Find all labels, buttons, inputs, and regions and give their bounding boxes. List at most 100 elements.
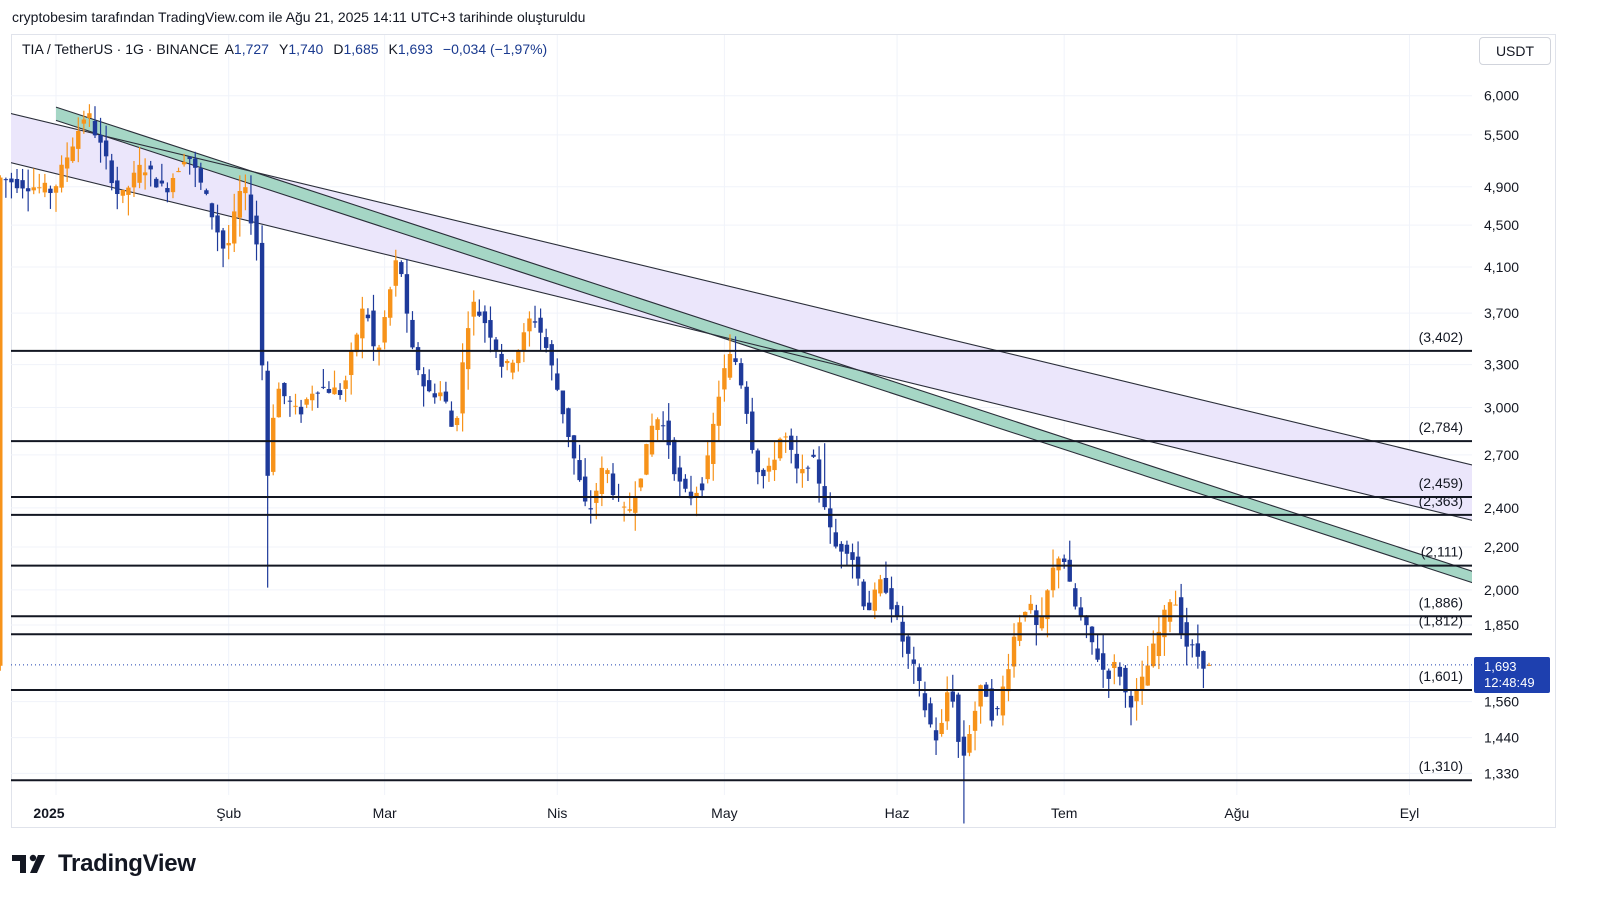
- candle-up: [382, 317, 387, 343]
- candle-up: [388, 289, 393, 318]
- candle-up: [232, 211, 237, 244]
- candle-up: [81, 119, 87, 124]
- candle-up: [271, 417, 276, 472]
- candle-up: [31, 187, 36, 191]
- tradingview-logo[interactable]: TradingView: [12, 850, 196, 878]
- candle-down: [421, 374, 426, 387]
- y-tick-label: 4,100: [1484, 259, 1519, 275]
- candle-up: [137, 164, 142, 183]
- candle-down: [828, 508, 833, 528]
- candle-down: [1128, 695, 1134, 708]
- candle-down: [20, 180, 25, 189]
- y-axis: 6,000 5,500 4,900 4,500 4,100 3,700 3,300 3,000…: [1484, 88, 1519, 782]
- y-tick-label: 3,700: [1484, 305, 1519, 321]
- candle-up: [605, 470, 610, 474]
- candle-down: [204, 190, 209, 194]
- candle-down: [1095, 648, 1100, 660]
- candle-down: [588, 508, 593, 510]
- candle-up: [343, 380, 348, 389]
- candle-down: [1195, 643, 1201, 657]
- candle-up: [783, 436, 788, 438]
- candle-down: [750, 411, 755, 450]
- currency-button[interactable]: USDT: [1479, 37, 1551, 65]
- candle-down: [805, 467, 811, 469]
- candle-down: [906, 636, 911, 654]
- level-label: (2,459): [1419, 475, 1463, 491]
- x-tick-label: Şub: [216, 805, 241, 821]
- candle-up: [1156, 631, 1162, 657]
- candle-up: [53, 186, 59, 193]
- last-price: 1,693: [1484, 659, 1517, 674]
- candle-up: [521, 332, 527, 352]
- candle-up: [226, 242, 231, 246]
- symbol-label[interactable]: TIA / TetherUS · 1G · BINANCE: [22, 41, 219, 57]
- candle-down: [933, 730, 939, 741]
- candle-down: [287, 400, 293, 402]
- candle-up: [1162, 609, 1167, 638]
- candle-up: [777, 438, 783, 459]
- candle-up: [349, 350, 354, 376]
- y-tick-label: 2,000: [1484, 582, 1519, 598]
- candle-up: [872, 589, 877, 611]
- candle-up: [181, 161, 187, 165]
- candle-up: [1022, 611, 1028, 618]
- candle-down: [337, 390, 343, 396]
- y-tick-label: 1,330: [1484, 765, 1519, 781]
- candle-up: [1017, 622, 1022, 641]
- candle-up: [1167, 602, 1173, 622]
- y-tick-label: 3,300: [1484, 357, 1519, 373]
- candle-down: [499, 353, 504, 367]
- candle-up: [360, 308, 365, 339]
- candle-up: [800, 469, 805, 474]
- close-key: K: [388, 41, 398, 57]
- candle-up: [711, 423, 716, 464]
- candle-down: [477, 311, 482, 316]
- candle-up: [705, 455, 710, 480]
- low-value: 1,685: [343, 41, 379, 57]
- candle-down: [3, 179, 9, 181]
- candle-up: [142, 172, 148, 176]
- candle-down: [488, 320, 493, 338]
- candle-down: [755, 450, 761, 473]
- y-tick-label: 2,700: [1484, 447, 1519, 463]
- candle-down: [404, 274, 410, 314]
- level-label: (1,812): [1419, 612, 1463, 628]
- level-label: (3,402): [1419, 329, 1463, 345]
- candle-up: [638, 478, 644, 488]
- open-value: 1,727: [233, 41, 269, 57]
- trendline-upper-channel-top: [11, 112, 1472, 466]
- candle-down: [1117, 666, 1123, 677]
- trend-fills: [11, 107, 1472, 583]
- candle-down: [883, 577, 889, 593]
- candle-up: [1006, 669, 1011, 692]
- candle-up: [70, 146, 75, 162]
- candle-down: [532, 321, 538, 323]
- candle-down: [1073, 588, 1078, 607]
- candle-up: [87, 113, 92, 118]
- x-tick-label: Haz: [885, 805, 910, 821]
- candle-down: [103, 140, 109, 157]
- candle-down: [432, 393, 437, 398]
- candle-down: [733, 358, 738, 363]
- horizontal-levels: (3,402) (2,784) (2,459) (2,363) (2,111) (1,88…: [11, 329, 1472, 782]
- candle-up: [516, 351, 521, 364]
- change-value: −0,034 (−1,97%): [442, 41, 548, 57]
- candle-up: [76, 130, 81, 149]
- candle-down: [482, 311, 488, 324]
- candle-down: [571, 435, 577, 459]
- y-tick-label: 4,900: [1484, 179, 1519, 195]
- y-tick-label: 1,440: [1484, 730, 1519, 746]
- candle-up: [504, 360, 510, 364]
- candle-up: [37, 187, 42, 189]
- level-label: (1,886): [1419, 594, 1463, 610]
- x-tick-label: Eyl: [1400, 805, 1419, 821]
- candle-down: [610, 473, 616, 496]
- candle-down: [744, 386, 749, 414]
- candle-down: [215, 215, 220, 233]
- candle-up: [332, 387, 337, 395]
- brand-name: TradingView: [58, 850, 196, 877]
- candle-down: [560, 390, 566, 415]
- candle-down: [1084, 616, 1089, 626]
- candle-down: [699, 483, 705, 491]
